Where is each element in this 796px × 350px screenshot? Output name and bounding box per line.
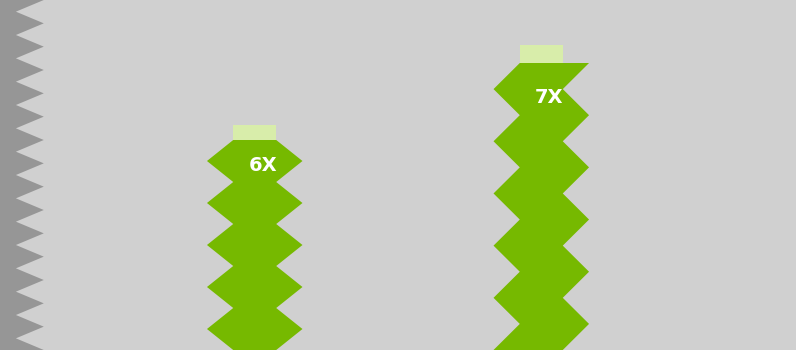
Polygon shape (520, 45, 563, 63)
Polygon shape (207, 140, 302, 350)
Text: 6X: 6X (248, 156, 277, 175)
Text: 7X: 7X (535, 88, 564, 107)
Polygon shape (494, 63, 589, 350)
Polygon shape (0, 0, 44, 350)
Polygon shape (233, 125, 276, 140)
